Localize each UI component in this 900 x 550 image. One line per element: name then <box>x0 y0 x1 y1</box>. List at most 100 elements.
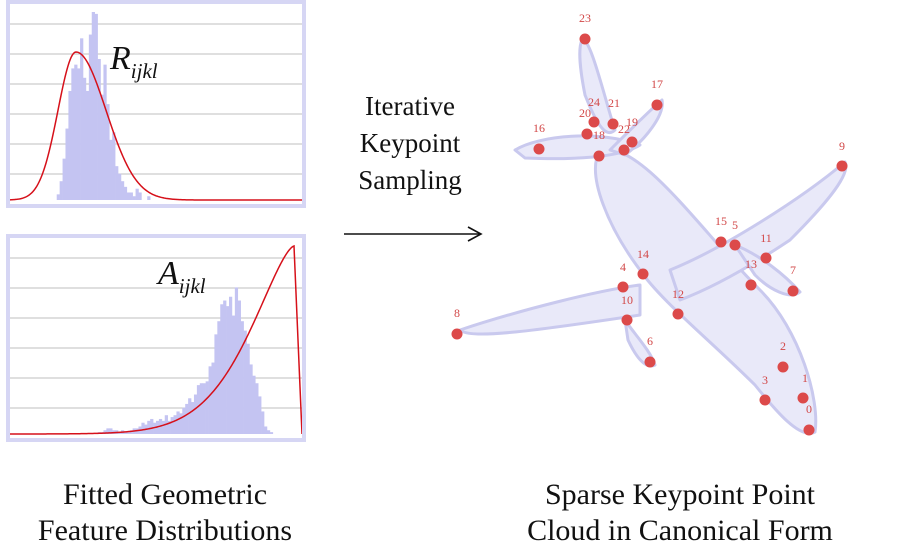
keypoint-label-6: 6 <box>647 334 653 348</box>
a-bar <box>129 430 133 434</box>
a-bar <box>188 398 192 434</box>
a-bar <box>193 394 198 434</box>
airplane-silhouette <box>458 38 848 435</box>
r-bar <box>147 196 151 200</box>
keypoint-12 <box>672 308 684 320</box>
a-ijkl-label: Aijkl <box>158 255 206 299</box>
a-bar <box>191 402 195 434</box>
right-caption-line-1: Sparse Keypoint Point <box>545 478 815 511</box>
r-subscript: ijkl <box>130 59 158 83</box>
a-bar <box>211 362 215 434</box>
r-bar <box>94 13 98 200</box>
r-bar <box>91 12 95 200</box>
keypoint-16 <box>533 143 545 155</box>
keypoint-5 <box>729 239 741 251</box>
a-bar <box>176 411 180 434</box>
r-fitted-curve <box>9 51 302 201</box>
r-bar <box>132 196 136 200</box>
a-bar <box>269 432 274 434</box>
a-bar <box>220 304 224 434</box>
keypoint-22 <box>618 144 630 156</box>
keypoint-21 <box>607 118 619 130</box>
r-bar <box>59 181 63 200</box>
keypoint-label-2: 2 <box>780 339 786 353</box>
r-bar <box>100 94 104 200</box>
r-bar <box>129 192 133 200</box>
a-bar <box>261 411 265 434</box>
keypoint-label-9: 9 <box>839 139 845 153</box>
a-bar <box>237 300 241 434</box>
a-bar <box>106 428 110 434</box>
a-bar <box>255 383 259 434</box>
a-bar <box>234 287 239 434</box>
keypoint-label-16: 16 <box>533 121 545 135</box>
a-bar <box>266 430 271 434</box>
left-caption-line-2: Feature Distributions <box>37 514 293 547</box>
keypoint-19 <box>626 136 638 148</box>
r-bar <box>135 188 139 200</box>
keypoint-label-5: 5 <box>732 218 738 232</box>
a-bar <box>240 321 244 434</box>
keypoint-label-13: 13 <box>745 257 757 271</box>
keypoint-20 <box>581 128 593 140</box>
r-bar <box>56 194 60 200</box>
r-bar <box>68 90 72 200</box>
arrow-label-line-3: Sampling <box>358 165 462 195</box>
a-bar <box>167 420 171 434</box>
keypoint-4 <box>617 281 629 293</box>
keypoint-17 <box>651 99 663 111</box>
a-bar <box>182 407 186 434</box>
keypoint-15 <box>715 236 727 248</box>
keypoint-label-3: 3 <box>762 373 768 387</box>
r-bar <box>109 139 113 200</box>
r-ijkl-label: Rijkl <box>110 40 158 84</box>
angle-distribution-panel <box>6 234 306 442</box>
a-bar <box>170 417 174 434</box>
airplane-outline <box>608 98 664 157</box>
a-bar <box>161 420 166 434</box>
a-subscript: ijkl <box>178 274 206 298</box>
a-bar <box>249 364 253 434</box>
r-bar <box>71 68 75 201</box>
airplane-outline <box>623 318 657 368</box>
keypoint-8 <box>451 328 463 340</box>
keypoint-label-7: 7 <box>790 263 796 277</box>
a-bar <box>214 334 218 434</box>
r-bar <box>80 38 84 200</box>
r-bar <box>106 104 110 200</box>
keypoint-6 <box>644 356 656 368</box>
r-bar <box>112 132 116 200</box>
keypoint-label-18: 18 <box>593 128 605 142</box>
a-bar <box>217 321 221 434</box>
keypoint-18 <box>593 150 605 162</box>
a-bar <box>199 383 204 434</box>
a-bar <box>147 420 151 434</box>
a-bar <box>226 306 230 434</box>
keypoint-9 <box>836 160 848 172</box>
a-bar <box>208 366 212 434</box>
a-bar <box>153 422 157 434</box>
radial-distance-histogram <box>9 12 302 201</box>
keypoint-14 <box>637 268 649 280</box>
keypoint-label-22: 22 <box>618 122 630 136</box>
r-bar <box>103 64 107 200</box>
airplane-outline <box>733 243 802 297</box>
a-bar <box>109 428 113 434</box>
a-bar <box>264 426 268 434</box>
a-symbol: A <box>158 255 179 292</box>
a-fitted-curve <box>10 244 303 435</box>
keypoint-2 <box>777 361 789 373</box>
airplane-outline <box>458 283 642 336</box>
keypoint-label-11: 11 <box>760 231 772 245</box>
keypoint-13 <box>745 279 757 291</box>
a-bar <box>258 396 262 434</box>
radial-distance-distribution-panel <box>6 0 306 208</box>
arrow-label-line-2: Keypoint <box>359 128 461 158</box>
keypoint-label-4: 4 <box>620 260 626 274</box>
keypoint-7 <box>787 285 799 297</box>
a-bar <box>123 432 128 434</box>
keypoint-label-23: 23 <box>579 11 591 25</box>
r-bar <box>120 181 125 200</box>
a-bar <box>185 403 189 434</box>
right-caption-line-2: Cloud in Canonical Form <box>527 514 833 547</box>
